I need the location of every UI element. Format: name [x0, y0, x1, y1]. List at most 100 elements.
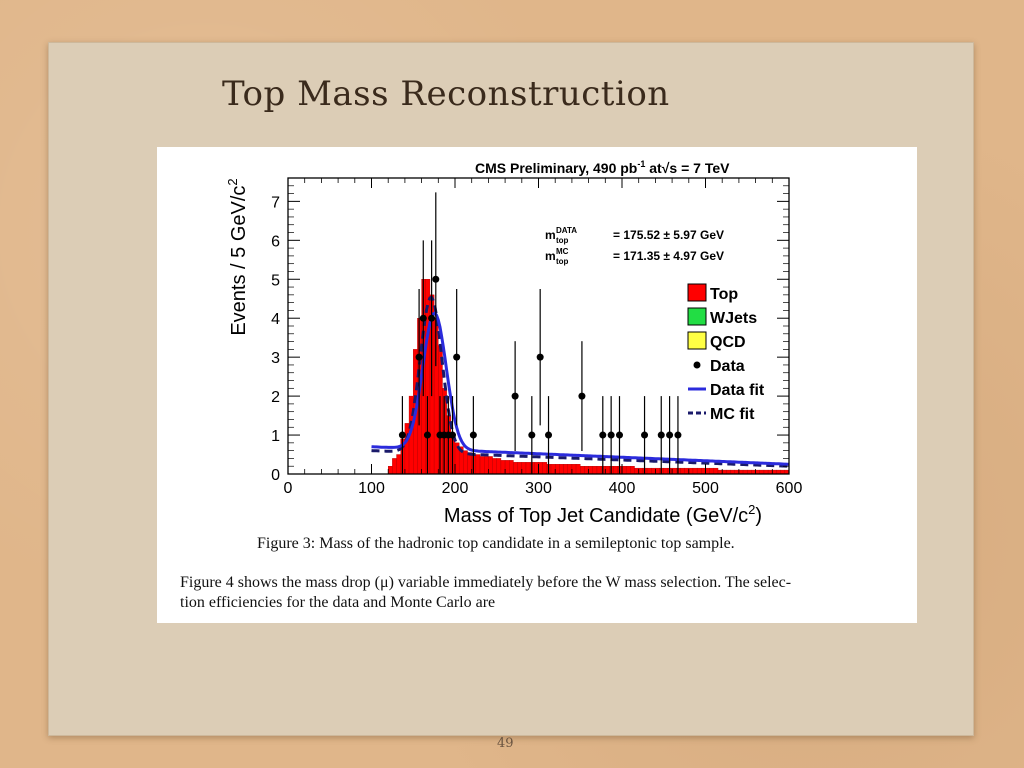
y-tick-label: 3 — [271, 350, 280, 367]
y-tick-label: 5 — [271, 272, 280, 289]
legend-swatch — [687, 331, 707, 350]
data-point — [657, 431, 665, 439]
histogram-bar — [705, 467, 710, 475]
histogram-bar — [534, 462, 539, 475]
data-point — [469, 431, 477, 439]
x-tick-label: 400 — [609, 480, 636, 497]
data-point — [428, 314, 436, 322]
data-fit-curve — [371, 311, 790, 466]
histogram-bar — [555, 464, 560, 475]
fit-result-symbol: m — [545, 249, 556, 263]
histogram-bar — [709, 467, 715, 475]
histogram-bar — [575, 464, 581, 475]
body-line-2: tion efficiencies for the data and Monte… — [180, 594, 496, 611]
histogram-bar — [688, 467, 694, 475]
legend-label: Top — [710, 286, 738, 303]
slide-title: Top Mass Reconstruction — [222, 74, 670, 114]
y-tick-label: 4 — [271, 311, 280, 328]
fit-result-symbol: m — [545, 228, 556, 242]
data-point — [415, 353, 423, 361]
data-point — [448, 431, 456, 439]
fit-result-sup: MC — [556, 247, 569, 256]
histogram-bar — [605, 466, 610, 475]
x-tick-label: 600 — [776, 480, 803, 497]
histogram-bar — [638, 467, 644, 475]
data-point — [599, 431, 607, 439]
histogram-bar — [571, 464, 577, 475]
histogram-bar — [701, 467, 706, 475]
x-tick-label: 500 — [692, 480, 719, 497]
data-point — [511, 392, 519, 400]
figure-panel: 0 100 200 300 400 500 600 0 1 2 3 4 5 6 7 CMS Prelimina… — [157, 147, 917, 623]
histogram-bar — [680, 467, 685, 475]
histogram-bar — [651, 467, 656, 475]
data-point — [453, 353, 461, 361]
fit-result-sub: top — [556, 257, 569, 266]
fit-result-sub: top — [556, 236, 569, 245]
histogram-bar — [584, 466, 589, 475]
fit-result-value: = 175.52 ± 5.97 GeV — [613, 228, 724, 242]
histogram-bar — [559, 464, 564, 475]
x-tick-label: 0 — [284, 480, 293, 497]
histogram-bar — [613, 466, 619, 475]
histogram-bar — [404, 423, 410, 475]
data-point — [423, 431, 431, 439]
histogram-bar — [396, 454, 401, 475]
data-point — [419, 314, 427, 322]
y-tick-label: 6 — [271, 233, 280, 250]
histogram-bar — [387, 466, 393, 475]
histogram-bar — [596, 466, 602, 475]
data-point — [432, 275, 440, 283]
histogram-bar — [500, 460, 506, 475]
histogram-bar — [517, 462, 523, 475]
histogram-bar — [634, 467, 639, 475]
histogram-bar — [463, 450, 468, 475]
legend-label: Data — [710, 358, 745, 375]
chart-header: CMS Preliminary, 490 pb-1 at√s = 7 TeV — [475, 159, 730, 176]
x-axis-title: Mass of Top Jet Candidate (GeV/c2) — [444, 502, 762, 527]
histogram-bar — [525, 462, 531, 475]
histogram-bar — [580, 466, 585, 475]
data-point — [615, 431, 623, 439]
y-tick-label: 2 — [271, 389, 280, 406]
data-point — [674, 431, 682, 439]
x-tick-label: 100 — [358, 480, 385, 497]
data-point — [578, 392, 586, 400]
legend-label: MC fit — [710, 406, 755, 423]
histogram-bar — [625, 466, 631, 475]
legend-swatch — [687, 307, 707, 326]
histogram-bar — [504, 460, 510, 475]
histogram-bar — [696, 467, 702, 475]
legend-label: QCD — [710, 334, 746, 351]
histogram-bar — [496, 458, 502, 475]
x-tick-label: 300 — [525, 480, 552, 497]
histogram-bar — [542, 462, 548, 475]
histogram-bar — [663, 467, 669, 475]
histogram-bar — [655, 467, 660, 475]
mass-histogram-chart: 0 100 200 300 400 500 600 0 1 2 3 4 5 6 7 CMS Prelimina… — [225, 159, 803, 527]
x-tick-label: 200 — [442, 480, 469, 497]
histogram-bar — [550, 464, 556, 475]
fit-result-value: = 171.35 ± 4.97 GeV — [613, 249, 724, 263]
mc-fit-curve — [371, 295, 790, 468]
data-point — [641, 431, 649, 439]
data-point — [398, 431, 406, 439]
histogram-bar — [392, 458, 397, 475]
histogram-bar — [521, 462, 527, 475]
legend-label: Data fit — [710, 382, 765, 399]
histogram-bar — [492, 458, 497, 475]
histogram-bar — [538, 462, 543, 475]
histogram-bar — [488, 456, 493, 475]
histogram-bar — [692, 467, 698, 475]
y-tick-label: 0 — [271, 467, 280, 484]
histogram-bar — [509, 460, 514, 475]
histogram-bar — [567, 464, 573, 475]
y-tick-label: 1 — [271, 428, 280, 445]
data-point — [536, 353, 544, 361]
body-line-1: Figure 4 shows the mass drop (μ) variabl… — [180, 574, 792, 591]
legend-marker — [693, 361, 701, 369]
histogram-bar — [621, 466, 627, 475]
page-number: 49 — [497, 736, 514, 751]
y-tick-label: 7 — [271, 194, 280, 211]
histogram-bar — [513, 462, 518, 475]
